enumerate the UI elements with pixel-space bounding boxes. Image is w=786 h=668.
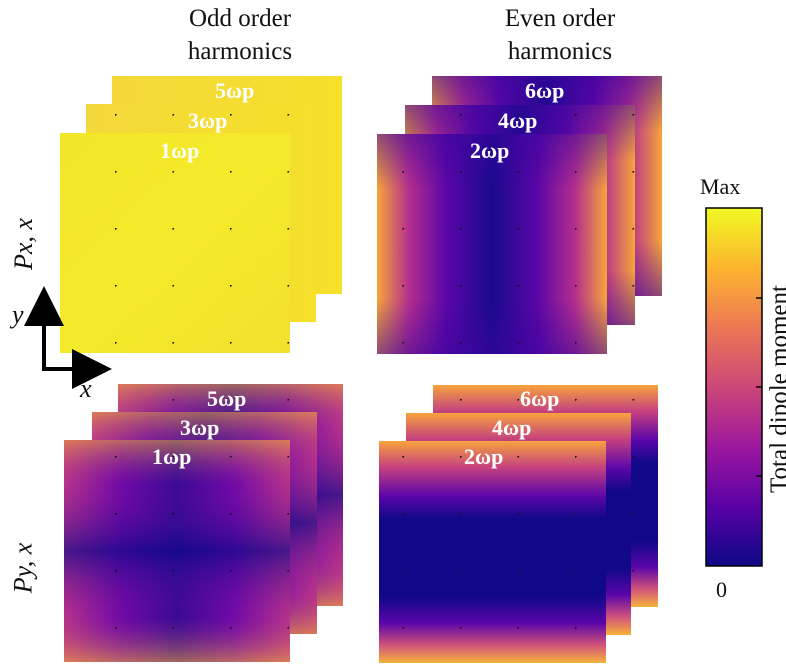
odd-header-line1: Odd order <box>188 5 292 32</box>
colorbar-max-label: Max <box>700 174 741 199</box>
panel-bottom-even <box>379 385 658 663</box>
label-bottom-even-4: 4ωp <box>492 415 531 440</box>
even-header-line1: Even order <box>504 5 616 32</box>
colorbar-gradient <box>705 207 763 567</box>
label-top-even-6: 6ωp <box>525 78 564 103</box>
colorbar-title: Total dipole moment <box>766 285 786 493</box>
odd-harmonics-header: Odd order harmonics <box>150 2 330 68</box>
label-top-odd-5: 5ωp <box>215 78 254 103</box>
label-top-even-2: 2ωp <box>470 138 509 163</box>
label-bottom-odd-5: 5ωp <box>207 386 246 411</box>
label-bottom-even-2: 2ωp <box>464 444 503 469</box>
panel-top-even <box>377 76 662 354</box>
panel-bottom-odd <box>64 384 343 662</box>
label-bottom-odd-1: 1ωp <box>152 444 191 469</box>
label-top-odd-3: 3ωp <box>188 108 227 133</box>
even-harmonics-header: Even order harmonics <box>470 2 650 68</box>
axis-arrows <box>24 286 112 389</box>
colorbar <box>705 207 763 567</box>
label-top-even-4: 4ωp <box>498 108 537 133</box>
label-top-odd-1: 1ωp <box>160 138 199 163</box>
colorbar-min-label: 0 <box>716 577 727 602</box>
harmonic-labels: 5ωp 3ωp 1ωp 6ωp 4ωp 2ωp 5ωp 3ωp 1ωp 6ωp … <box>152 78 564 469</box>
even-header-line2: harmonics <box>507 38 613 65</box>
row-label-px: Px, x <box>8 218 38 270</box>
axis-y-label: y <box>12 300 24 329</box>
label-bottom-odd-3: 3ωp <box>180 415 219 440</box>
panel-top-odd <box>60 76 342 353</box>
row-label-py: Py, x <box>8 542 38 594</box>
label-bottom-even-6: 6ωp <box>520 386 559 411</box>
odd-header-line2: harmonics <box>187 38 293 65</box>
axis-x-label: x <box>80 374 92 403</box>
